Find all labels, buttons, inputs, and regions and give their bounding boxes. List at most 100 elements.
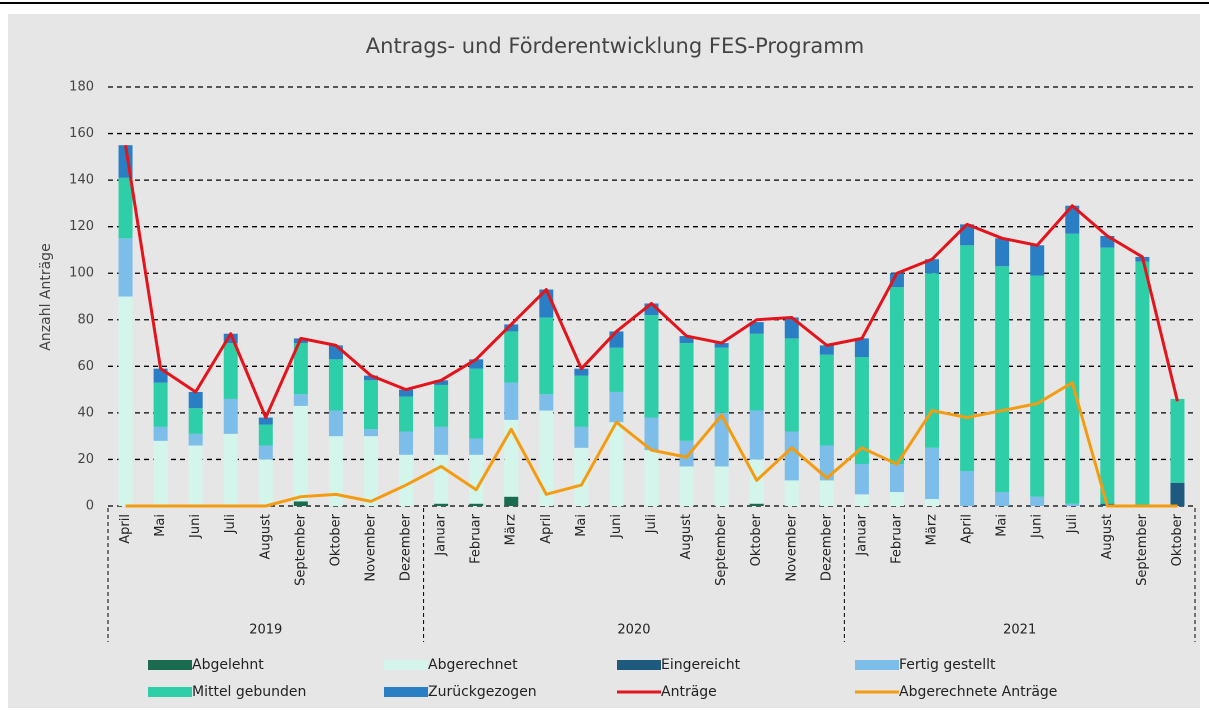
x-tick-label: Januar	[854, 513, 869, 556]
bar-segment	[188, 391, 203, 409]
bar-segment	[188, 408, 203, 434]
bar-segment	[749, 410, 764, 460]
bar-segment	[539, 410, 554, 506]
y-tick-label: 0	[86, 499, 94, 514]
bar-segment	[223, 343, 238, 399]
bar-segment	[609, 391, 624, 423]
y-tick-label: 100	[69, 266, 94, 281]
line	[124, 144, 1179, 420]
legend-swatch	[384, 660, 428, 670]
bar-segment	[399, 431, 414, 455]
bar-segment	[1030, 496, 1045, 506]
legend-label: Abgelehnt	[192, 657, 264, 673]
legend-swatch	[855, 660, 899, 670]
bar-segment	[504, 324, 519, 332]
bar-segment	[679, 336, 694, 344]
bar-segment	[188, 433, 203, 446]
bar-segment	[644, 303, 659, 316]
legend-label: Eingereicht	[661, 657, 741, 673]
bar-segment	[293, 501, 308, 506]
legend-label: Zurückgezogen	[428, 684, 537, 700]
bar-segment	[960, 245, 975, 472]
bar-segment	[363, 429, 378, 437]
bar-segment	[574, 375, 589, 427]
bar-segment	[679, 466, 694, 506]
x-tick-label: November	[784, 513, 799, 581]
y-tick-label: 40	[77, 405, 94, 420]
bar-segment	[925, 447, 940, 500]
top-rule	[0, 2, 1209, 4]
legend-swatch	[617, 660, 661, 670]
bar-segment	[960, 471, 975, 506]
bar-segment	[925, 259, 940, 274]
x-tick-label: Juli	[644, 514, 659, 534]
x-tick-label: August	[679, 514, 694, 560]
year-label: 2021	[1003, 623, 1036, 638]
bar-segment	[889, 287, 904, 465]
x-tick-label: März	[504, 514, 519, 546]
bar-segment	[1065, 205, 1080, 234]
bar-segment	[118, 296, 133, 506]
bar-segment	[1135, 261, 1150, 506]
bar-segment	[469, 454, 484, 504]
bar-segment	[749, 333, 764, 411]
bar-segment	[363, 380, 378, 430]
bar-segment	[399, 396, 414, 432]
bar-segment	[749, 503, 764, 506]
x-tick-label: September	[714, 513, 729, 586]
x-tick-label: Mai	[153, 514, 168, 537]
y-tick-label: 140	[69, 173, 94, 188]
y-tick-label: 160	[69, 126, 94, 141]
x-tick-label: Juni	[188, 514, 203, 539]
bar-segment	[399, 454, 414, 506]
chart-background	[8, 14, 1200, 708]
bar-segment	[749, 322, 764, 334]
bar-segment	[609, 347, 624, 392]
bar-segment	[1030, 275, 1045, 497]
x-tick-label: April	[118, 514, 133, 544]
x-tick-label: Januar	[434, 513, 449, 556]
bar-segment	[889, 464, 904, 493]
bar-segment	[854, 464, 869, 495]
bar-segment	[293, 405, 308, 502]
year-label: 2019	[249, 623, 282, 638]
x-tick-label: August	[1100, 514, 1115, 560]
bar-segment	[644, 417, 659, 451]
bar-segment	[995, 238, 1010, 267]
x-tick-label: Oktober	[749, 513, 764, 566]
bar-segment	[644, 450, 659, 506]
bar-segment	[118, 177, 133, 239]
bar-segment	[363, 375, 378, 381]
bar-segment	[328, 410, 343, 437]
bar-segment	[1065, 233, 1080, 504]
bar-segment	[258, 417, 273, 425]
bar-segment	[328, 436, 343, 506]
x-tick-label: Dezember	[399, 513, 414, 581]
bar-segment	[819, 354, 834, 446]
bar-segment	[574, 426, 589, 448]
bar-segment	[363, 436, 378, 506]
bar-segment	[889, 492, 904, 506]
x-tick-label: Oktober	[1170, 513, 1185, 566]
legend-swatch	[384, 687, 428, 697]
legend-label: Fertig gestellt	[899, 657, 996, 673]
bar-segment	[469, 359, 484, 369]
bar-segment	[1100, 247, 1115, 504]
bar-segment	[995, 266, 1010, 493]
legend-label: Mittel gebunden	[192, 684, 306, 700]
x-tick-label: April	[960, 514, 975, 544]
bar-segment	[153, 382, 168, 427]
legend-swatch	[148, 660, 192, 670]
bar-segment	[679, 440, 694, 467]
bar-segment	[925, 499, 940, 506]
x-tick-label: August	[258, 514, 273, 560]
bar-segment	[609, 331, 624, 348]
x-tick-label: Dezember	[819, 513, 834, 581]
bar-segment	[995, 492, 1010, 506]
bar-segment	[328, 345, 343, 360]
bar-segment	[504, 496, 519, 506]
legend-label: Abgerechnet	[428, 657, 518, 673]
bar-segment	[714, 343, 729, 348]
bar-segment	[784, 480, 799, 506]
bar-segment	[784, 338, 799, 432]
